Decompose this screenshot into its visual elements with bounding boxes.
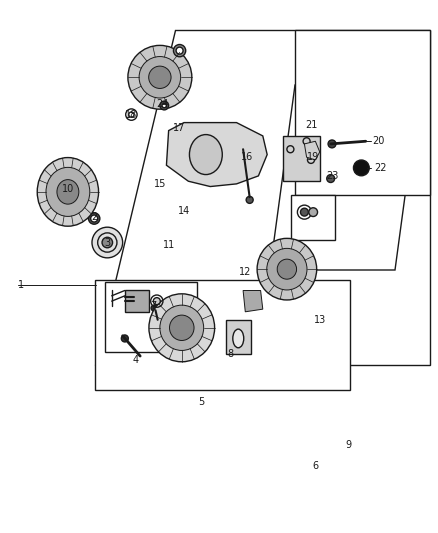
Circle shape [239,142,247,151]
Ellipse shape [128,45,192,109]
Bar [283,136,320,181]
Text: 10: 10 [62,184,74,194]
Circle shape [353,160,369,176]
Text: 15: 15 [154,179,166,189]
Text: 20: 20 [372,136,385,146]
Text: 11: 11 [162,240,175,250]
Circle shape [92,227,123,258]
Text: 18: 18 [125,110,138,119]
Circle shape [173,44,186,57]
Text: 12: 12 [239,267,251,277]
Circle shape [309,208,318,216]
Text: 19: 19 [307,152,319,162]
Circle shape [300,208,308,216]
Text: 8: 8 [227,350,233,359]
Bar [291,195,335,240]
Bar [125,290,149,312]
Text: 3: 3 [104,238,110,247]
Ellipse shape [257,238,317,300]
Text: 2: 2 [91,213,97,222]
Bar [226,320,251,354]
Ellipse shape [170,315,194,341]
Circle shape [328,140,336,148]
Ellipse shape [233,329,244,348]
Polygon shape [95,30,430,365]
Ellipse shape [277,259,297,279]
Ellipse shape [57,180,79,204]
Circle shape [160,101,169,110]
Bar [105,282,197,352]
Ellipse shape [160,305,204,351]
Ellipse shape [37,158,99,226]
Circle shape [327,175,335,182]
Circle shape [102,237,113,248]
Circle shape [162,103,166,108]
Circle shape [177,127,187,137]
Text: 22: 22 [374,163,387,173]
Circle shape [153,297,160,305]
Polygon shape [270,85,420,270]
Circle shape [151,305,157,311]
Polygon shape [304,141,320,160]
Text: 24: 24 [156,99,168,109]
Ellipse shape [149,294,215,362]
Ellipse shape [189,134,222,175]
Ellipse shape [148,66,171,88]
Text: 16: 16 [241,152,254,162]
Polygon shape [295,30,430,195]
Circle shape [121,335,128,342]
Polygon shape [166,123,267,187]
Text: 1: 1 [18,280,24,290]
Circle shape [246,196,253,204]
Text: 9: 9 [345,440,351,450]
Circle shape [176,47,183,54]
Text: 5: 5 [198,398,205,407]
Text: 4: 4 [133,355,139,365]
Text: 17: 17 [173,123,186,133]
Text: 7: 7 [150,302,156,311]
Polygon shape [243,290,263,312]
Text: 21: 21 [305,120,317,130]
Polygon shape [95,280,350,390]
Ellipse shape [46,167,90,216]
Ellipse shape [267,248,307,290]
Text: 13: 13 [314,315,326,325]
Ellipse shape [139,56,180,98]
Circle shape [91,215,98,222]
Text: 6: 6 [312,462,318,471]
Text: 23: 23 [327,171,339,181]
Text: 14: 14 [178,206,190,215]
Circle shape [88,213,100,224]
